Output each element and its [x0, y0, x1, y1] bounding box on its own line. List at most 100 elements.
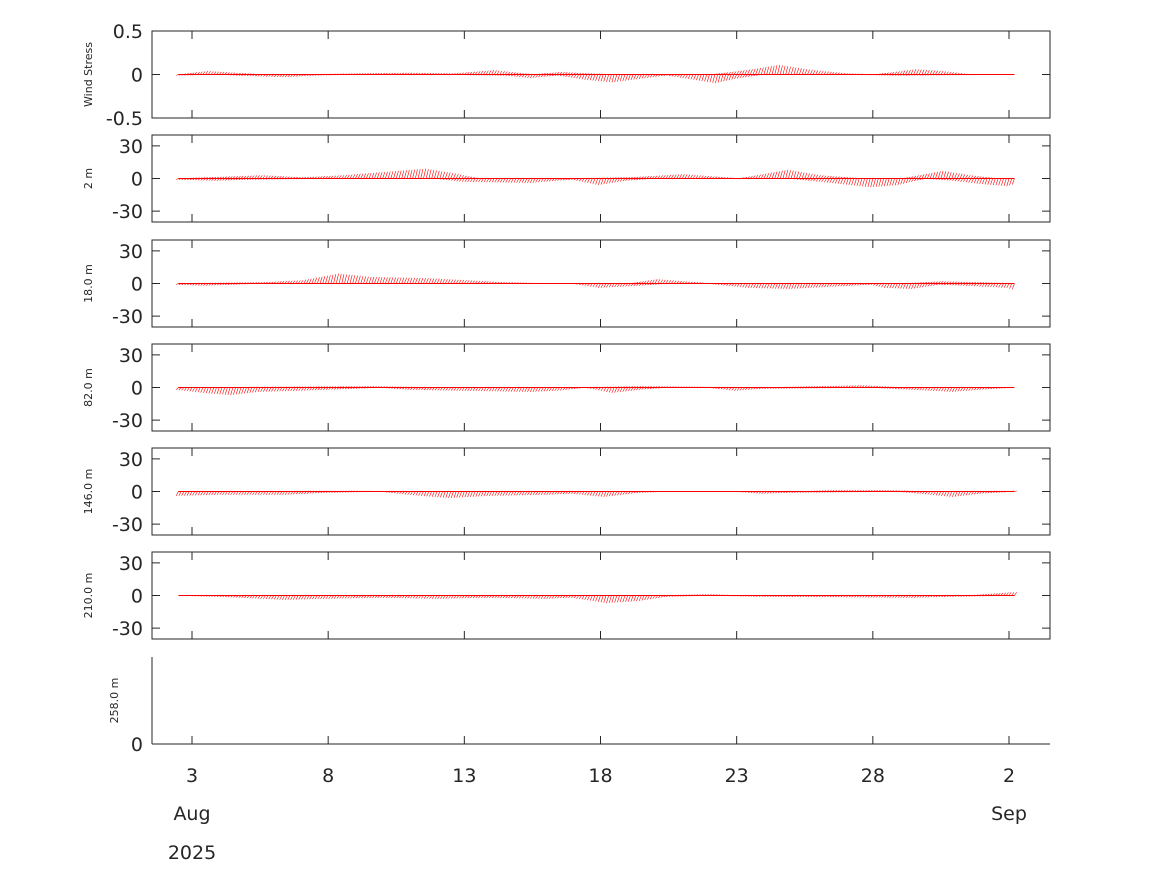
- stick: [478, 387, 481, 392]
- stick: [829, 178, 833, 183]
- x-tick-label: 2: [1003, 765, 1015, 787]
- stick-series: [176, 273, 1015, 290]
- stick: [434, 278, 437, 284]
- stick: [622, 595, 626, 603]
- x-year-label: 2025: [168, 842, 216, 864]
- stick: [962, 491, 966, 496]
- stick: [543, 491, 547, 495]
- stick: [1003, 283, 1007, 288]
- stick: [606, 491, 609, 497]
- stick: [502, 178, 506, 183]
- stick: [485, 70, 489, 75]
- stick: [529, 491, 533, 496]
- stick: [938, 387, 942, 392]
- stick: [617, 387, 620, 393]
- panel-7: 0 258.0 m: [108, 657, 1050, 756]
- stick: [549, 387, 552, 392]
- stick: [445, 491, 449, 498]
- stick-series: [175, 490, 1017, 499]
- stick: [606, 595, 609, 604]
- stick: [587, 491, 590, 496]
- stick: [271, 595, 274, 600]
- stick: [769, 172, 772, 179]
- stick: [184, 387, 187, 391]
- stick: [1006, 178, 1010, 187]
- stick: [617, 491, 620, 496]
- stick: [709, 74, 713, 83]
- y-tick-label: -30: [112, 514, 143, 536]
- stick: [398, 277, 402, 284]
- stick: [246, 491, 250, 495]
- stick: [897, 283, 901, 289]
- stick: [404, 170, 407, 179]
- y-tick-label: 0: [131, 734, 143, 756]
- y-axis-label: 146.0 m: [82, 469, 95, 515]
- stick: [461, 491, 465, 498]
- stick: [622, 74, 626, 82]
- stick: [546, 178, 549, 182]
- stick: [249, 387, 253, 393]
- stick: [595, 491, 599, 497]
- stick: [453, 491, 457, 498]
- stick: [733, 71, 737, 75]
- stick: [622, 387, 626, 392]
- stick: [946, 171, 949, 179]
- stick: [889, 178, 893, 186]
- stick: [320, 595, 323, 600]
- stick: [619, 491, 623, 496]
- stick: [802, 283, 806, 289]
- stick: [214, 491, 217, 496]
- stick: [908, 178, 912, 183]
- stick: [598, 178, 601, 186]
- stick: [499, 70, 503, 75]
- stick: [453, 279, 456, 284]
- stick: [442, 595, 446, 599]
- stick: [818, 283, 822, 288]
- stick: [595, 595, 599, 602]
- stick: [434, 595, 438, 599]
- stick: [513, 178, 517, 183]
- y-tick-label: 30: [119, 553, 143, 575]
- stick: [960, 491, 963, 497]
- stick: [257, 387, 261, 392]
- stick: [273, 387, 277, 392]
- stick: [263, 387, 266, 392]
- stick: [589, 283, 593, 287]
- stick: [916, 69, 919, 75]
- stick: [241, 387, 245, 394]
- stick: [761, 283, 765, 289]
- stick: [812, 70, 816, 75]
- stick: [205, 387, 209, 394]
- stick: [747, 69, 751, 75]
- stick: [679, 74, 683, 78]
- stick: [598, 491, 601, 497]
- stick: [600, 387, 604, 391]
- x-month-label: Aug: [173, 803, 210, 825]
- stick: [627, 595, 631, 602]
- stick: [736, 74, 740, 79]
- stick: [595, 74, 599, 81]
- stick: [619, 387, 623, 393]
- stick: [790, 170, 794, 179]
- stick: [453, 173, 456, 179]
- stick: [412, 277, 416, 284]
- x-tick-label: 3: [186, 765, 198, 787]
- stick: [979, 178, 983, 185]
- y-tick-label: -30: [112, 410, 143, 432]
- stick: [290, 595, 294, 600]
- stick: [793, 67, 797, 75]
- stick: [886, 283, 890, 289]
- stick: [371, 276, 375, 284]
- stick: [821, 178, 825, 183]
- stick: [455, 174, 459, 179]
- stick: [933, 491, 936, 496]
- stick: [257, 491, 261, 495]
- stick: [325, 275, 328, 284]
- stick: [824, 283, 827, 288]
- stick: [630, 74, 634, 81]
- stick: [322, 276, 326, 284]
- stick: [376, 277, 380, 284]
- stick: [608, 283, 612, 288]
- stick: [325, 595, 329, 599]
- stick: [783, 283, 786, 289]
